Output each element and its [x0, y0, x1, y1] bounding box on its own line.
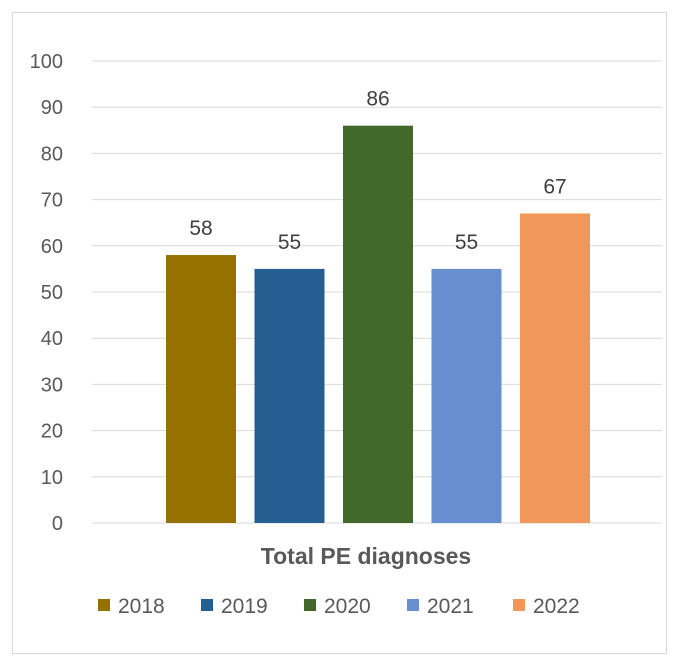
data-label-2019: 55: [278, 231, 301, 254]
data-label-2018: 58: [189, 217, 212, 240]
data-label-2021: 55: [455, 231, 478, 254]
legend-label-2021: 2021: [427, 595, 474, 618]
legend-label-2022: 2022: [533, 595, 580, 618]
legend-swatch-2022: [513, 599, 525, 611]
y-tick-label-90: 90: [41, 97, 63, 119]
legend-label-2020: 2020: [324, 595, 371, 618]
legend-label-2018: 2018: [118, 595, 165, 618]
y-tick-label-50: 50: [41, 282, 63, 304]
y-tick-label-70: 70: [41, 190, 63, 212]
bar-2022: [520, 213, 590, 523]
legend-label-2019: 2019: [221, 595, 268, 618]
data-label-2022: 67: [543, 175, 566, 198]
y-tick-label-60: 60: [41, 236, 63, 258]
bar-2018: [166, 255, 236, 524]
legend-swatch-2021: [407, 599, 419, 611]
y-tick-label-30: 30: [41, 374, 63, 396]
y-tick-label-40: 40: [41, 328, 63, 350]
bar-2020: [343, 125, 413, 524]
data-label-2020: 86: [366, 88, 389, 111]
y-tick-label-100: 100: [30, 51, 63, 73]
bar-2019: [254, 268, 325, 523]
y-tick-label-10: 10: [41, 467, 63, 489]
bar-2021: [431, 268, 502, 523]
y-tick-label-0: 0: [52, 513, 63, 535]
y-tick-label-20: 20: [41, 421, 63, 443]
x-category-label: Total PE diagnoses: [261, 543, 471, 569]
legend-swatch-2018: [98, 599, 110, 611]
legend-swatch-2020: [304, 599, 316, 611]
y-tick-label-80: 80: [41, 143, 63, 165]
legend-swatch-2019: [201, 599, 213, 611]
